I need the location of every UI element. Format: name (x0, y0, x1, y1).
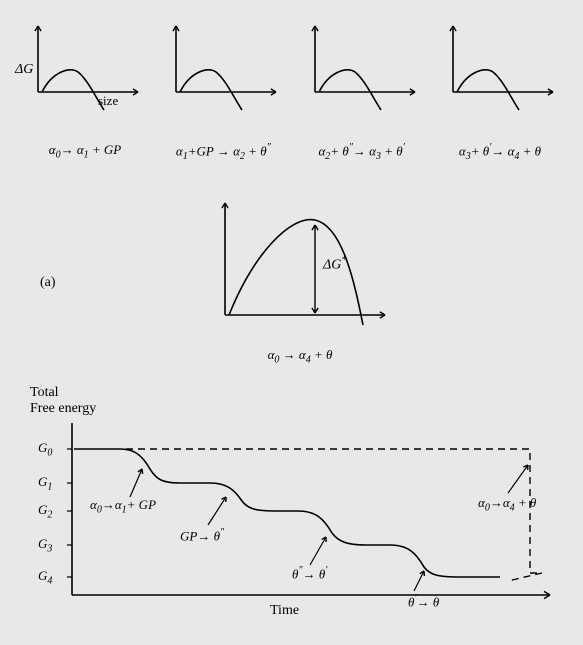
small-charts-row: ΔG size α0→ α1 + GP α1+GP → α2 + θ″ α2+ … (20, 20, 565, 140)
y-title-line1: Total (30, 385, 96, 401)
small-chart-3: α2+ θ″→ α3 + θ′ (297, 20, 427, 140)
mid-chart-svg (195, 195, 405, 345)
small-chart-3-svg (297, 20, 427, 120)
mid-chart-caption: α0 → α4 + θ (195, 347, 405, 366)
small-chart-2: α1+GP → α2 + θ″ (158, 20, 288, 140)
section-label-a: (a) (40, 275, 56, 291)
step-annotation: θ′→ θ (408, 593, 439, 610)
y-axis-label: ΔG (15, 62, 33, 78)
step-annotation: θ″→ θ′ (292, 565, 327, 582)
y-tick-label: G0 (38, 440, 52, 459)
x-axis-title: Time (270, 603, 299, 619)
small-chart-3-caption: α2+ θ″→ α3 + θ′ (297, 142, 427, 162)
y-tick-label: G2 (38, 502, 52, 521)
step-annotation: GP→ θ″ (180, 527, 224, 544)
y-title-line2: Free energy (30, 401, 96, 417)
y-tick-label: G1 (38, 474, 52, 493)
y-tick-label: G4 (38, 568, 52, 587)
small-chart-2-caption: α1+GP → α2 + θ″ (158, 142, 288, 162)
small-chart-4-svg (435, 20, 565, 120)
x-axis-label: size (98, 93, 118, 109)
y-tick-label: G3 (38, 536, 52, 555)
small-chart-4-caption: α3+ θ′→ α4 + θ (435, 142, 565, 162)
mid-chart: ΔG* (195, 195, 405, 345)
step-annotation: α0→α1+ GP (90, 497, 156, 516)
bottom-chart: Total Free energy Time G0 G1 G2 G3 G4 α0→α1+ … (30, 385, 565, 635)
small-chart-1-caption: α0→ α1 + GP (20, 142, 150, 161)
small-chart-2-svg (158, 20, 288, 120)
small-chart-4: α3+ θ′→ α4 + θ (435, 20, 565, 140)
small-chart-1: ΔG size α0→ α1 + GP (20, 20, 150, 140)
dg-star-label: ΔG* (323, 255, 346, 274)
step-annotation: α0→α4 + θ (478, 495, 536, 514)
mid-section: (a) ΔG* α0 → α4 + θ (0, 195, 583, 365)
y-axis-title: Total Free energy (30, 385, 96, 417)
small-chart-1-svg (20, 20, 150, 120)
